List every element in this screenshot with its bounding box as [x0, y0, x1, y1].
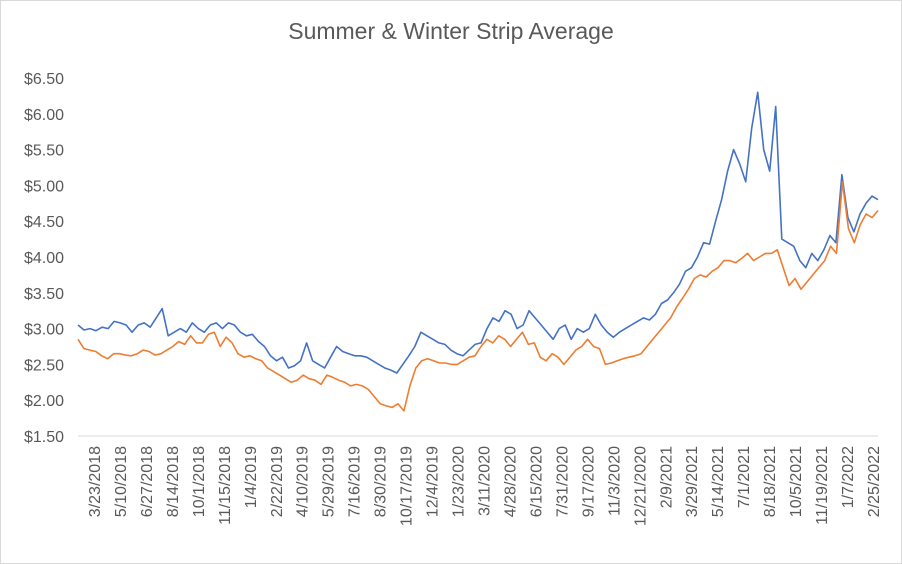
x-tick-label: 10/5/2021 — [788, 446, 805, 517]
x-tick-label: 7/16/2019 — [347, 446, 364, 517]
y-tick-label: $3.50 — [24, 286, 64, 303]
chart-title: Summer & Winter Strip Average — [288, 18, 614, 44]
y-tick-label: $6.50 — [24, 71, 64, 88]
x-tick-label: 3/23/2018 — [87, 446, 104, 517]
x-tick-label: 3/29/2021 — [684, 446, 701, 517]
y-tick-label: $3.00 — [24, 322, 64, 339]
x-tick-label: 11/19/2021 — [814, 446, 831, 525]
y-tick-label: $5.00 — [24, 178, 64, 195]
series-line-2 — [77, 181, 879, 412]
x-tick-label: 4/28/2020 — [502, 446, 519, 517]
x-tick-label: 2/25/2022 — [866, 446, 883, 517]
x-tick-label: 8/18/2021 — [762, 446, 779, 517]
x-tick-label: 11/3/2020 — [606, 446, 623, 516]
x-tick-label: 5/10/2018 — [113, 446, 130, 517]
x-tick-label: 10/17/2019 — [399, 446, 416, 526]
y-tick-label: $1.50 — [24, 429, 64, 446]
series-line-1 — [77, 91, 879, 374]
y-tick-label: $2.00 — [24, 393, 64, 410]
y-tick-label: $5.50 — [24, 143, 64, 160]
x-tick-label: 5/14/2021 — [710, 446, 727, 517]
y-tick-label: $4.00 — [24, 250, 64, 267]
x-tick-label: 9/17/2020 — [580, 446, 597, 517]
x-tick-label: 12/21/2020 — [632, 446, 649, 526]
x-tick-label: 2/22/2019 — [269, 446, 286, 517]
y-tick-label: $6.00 — [24, 107, 64, 124]
x-tick-label: 10/1/2018 — [191, 446, 208, 517]
x-tick-label: 12/4/2019 — [425, 446, 442, 517]
x-tick-label: 7/1/2021 — [736, 446, 753, 508]
x-tick-label: 6/15/2020 — [528, 446, 545, 517]
x-tick-label: 3/11/2020 — [477, 446, 494, 516]
x-tick-label: 1/7/2022 — [840, 446, 857, 508]
x-tick-label: 1/23/2020 — [451, 446, 468, 517]
x-tick-label: 8/30/2019 — [373, 446, 390, 517]
x-tick-label: 7/31/2020 — [554, 446, 571, 517]
x-tick-label: 6/27/2018 — [139, 446, 156, 517]
x-tick-label: 4/10/2019 — [295, 446, 312, 517]
x-tick-label: 11/15/2018 — [217, 446, 234, 525]
x-tick-label: 2/9/2021 — [658, 446, 675, 508]
x-tick-label: 5/29/2019 — [321, 446, 338, 517]
y-tick-label: $2.50 — [24, 357, 64, 374]
y-tick-label: $4.50 — [24, 214, 64, 231]
x-tick-label: 8/14/2018 — [165, 446, 182, 517]
x-tick-label: 1/4/2019 — [243, 446, 260, 508]
